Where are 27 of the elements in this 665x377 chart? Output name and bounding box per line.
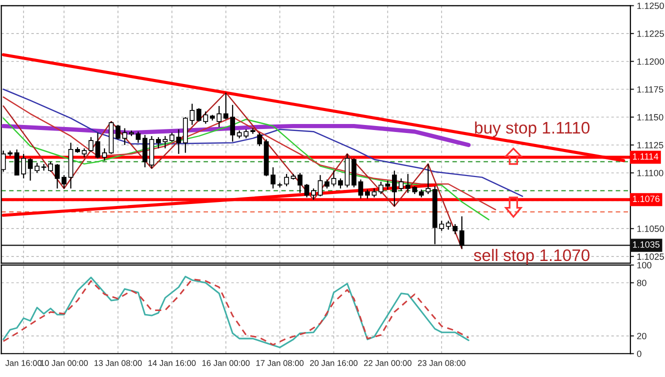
y-tick-label: 80	[637, 280, 646, 286]
y-tick-label: 100	[637, 262, 652, 268]
x-tick-label: 14 Jan 16:00	[148, 360, 196, 366]
y-tick-label: 1.1025	[637, 253, 664, 260]
y-tick-label: 1.1175	[637, 86, 664, 93]
x-tick-label: 13 Jan 08:00	[94, 360, 142, 366]
y-tick-label: 1.1225	[637, 30, 664, 37]
y-tick-label: 1.1050	[637, 226, 664, 232]
y-tick-label: 1.1200	[637, 58, 664, 65]
y-tick-label: 1.1100	[637, 170, 664, 176]
y-tick-label: 1.1250	[637, 2, 664, 10]
x-tick-label: 16 Jan 00:00	[202, 360, 250, 366]
ref-line-label: 1.1035	[632, 241, 660, 248]
x-tick-label: 23 Jan 08:00	[418, 360, 466, 366]
y-tick-label: 1.1125	[637, 142, 664, 148]
y-tick-label: 1.1150	[637, 114, 664, 120]
x-tick-label: 22 Jan 00:00	[364, 360, 412, 366]
annotation: sell stop 1.1070	[474, 248, 590, 264]
x-tick-label: 20 Jan 16:00	[310, 360, 358, 366]
y-tick-label: 0	[637, 350, 642, 357]
x-tick-label: 17 Jan 08:00	[256, 360, 304, 366]
y-tick-label: 20	[637, 332, 646, 340]
ref-line-label: 1.1076	[632, 196, 660, 202]
annotation: buy stop 1.1110	[475, 121, 590, 137]
x-tick-label: Jan 16:00	[5, 360, 42, 366]
ref-line-label: 1.1114	[632, 153, 658, 160]
x-tick-label: 10 Jan 00:00	[40, 360, 88, 366]
